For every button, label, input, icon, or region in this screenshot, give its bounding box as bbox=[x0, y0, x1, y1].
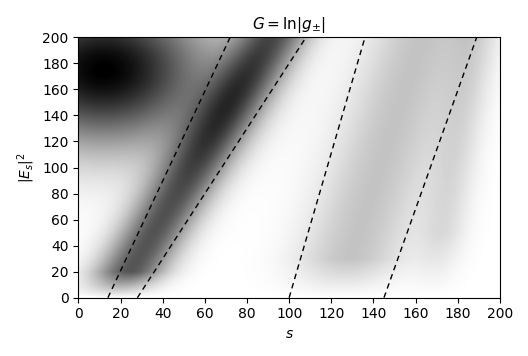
Y-axis label: $|E_s|^2$: $|E_s|^2$ bbox=[15, 152, 36, 183]
X-axis label: $s$: $s$ bbox=[285, 327, 294, 341]
Title: $G = \ln|g_{\pm}|$: $G = \ln|g_{\pm}|$ bbox=[252, 15, 326, 35]
